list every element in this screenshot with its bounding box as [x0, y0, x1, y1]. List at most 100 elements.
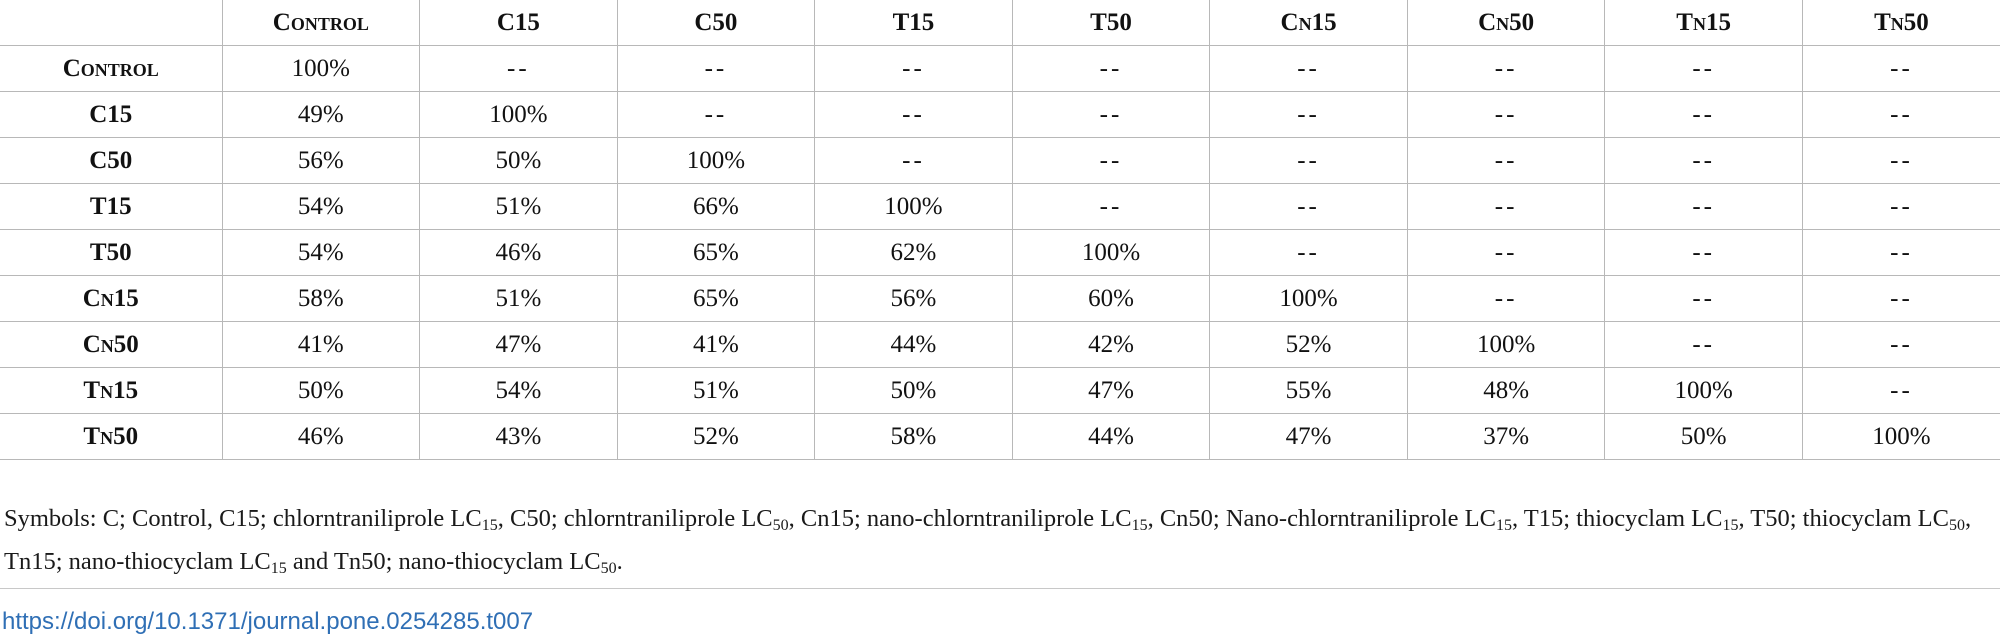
table-cell: 65% — [616, 229, 816, 276]
table-cell: 55% — [1209, 367, 1408, 414]
table-cell: -- — [1406, 183, 1606, 230]
footnote-text: , Cn15; nano-chlorntraniliprole LC — [788, 505, 1132, 532]
table-row: C50 56% 50% 100% -- -- -- -- -- -- — [0, 137, 2000, 184]
table-cell: -- — [1209, 229, 1408, 276]
table-cell: -- — [1011, 183, 1211, 230]
table-cell: -- — [1604, 229, 1803, 276]
table-row: Control 100% -- -- -- -- -- -- -- -- — [0, 45, 2000, 92]
table-cell: -- — [1604, 321, 1803, 368]
table-cell: -- — [1801, 91, 2000, 138]
table-cell: 66% — [616, 183, 816, 230]
row-header: Tn15 — [0, 367, 223, 414]
table-cell: 42% — [1011, 321, 1211, 368]
table-cell: 48% — [1406, 367, 1606, 414]
table-cell: 49% — [221, 91, 421, 138]
column-header: Cn15 — [1209, 0, 1408, 46]
row-header: Cn50 — [0, 321, 223, 368]
table-cell: -- — [1209, 45, 1408, 92]
table-cell: -- — [1801, 137, 2000, 184]
footnote-subscript: 15 — [270, 560, 287, 577]
table-cell: 51% — [616, 367, 816, 414]
table-cell: 58% — [814, 413, 1013, 460]
table-row: C15 49% 100% -- -- -- -- -- -- -- — [0, 91, 2000, 138]
table-cell: -- — [1011, 45, 1211, 92]
table-cell: -- — [1406, 137, 1606, 184]
footnote-text: , C50; chlorntraniliprole LC — [497, 505, 773, 532]
column-header: C50 — [616, 0, 816, 46]
table-cell: -- — [1209, 183, 1408, 230]
table-cell: 50% — [814, 367, 1013, 414]
table-cell: -- — [1604, 91, 1803, 138]
table-cell: 54% — [221, 229, 421, 276]
table-cell: 62% — [814, 229, 1013, 276]
table-cell: -- — [1406, 275, 1606, 322]
footnote-text: , Cn50; Nano-chlorntraniliprole LC — [1147, 505, 1496, 532]
table-footnote: Symbols: C; Control, C15; chlorntranilip… — [4, 497, 1994, 583]
column-header: T50 — [1011, 0, 1211, 46]
table-row: Tn15 50% 54% 51% 50% 47% 55% 48% 100% -- — [0, 367, 2000, 414]
table-cell: -- — [1406, 91, 1606, 138]
footnote-subscript: 50 — [600, 560, 617, 577]
table-cell: -- — [1209, 91, 1408, 138]
table-cell: -- — [1801, 229, 2000, 276]
table-cell: 65% — [616, 275, 816, 322]
table-cell: -- — [1801, 275, 2000, 322]
table-cell: 41% — [616, 321, 816, 368]
table-cell: -- — [616, 91, 816, 138]
similarity-table: Control C15 C50 T15 T50 Cn15 Cn50 Tn15 T… — [0, 0, 2000, 460]
table-cell: 47% — [1209, 413, 1408, 460]
table-cell: 50% — [221, 367, 421, 414]
table-cell: -- — [1801, 321, 2000, 368]
row-header: C50 — [0, 137, 223, 184]
header-row: Control C15 C50 T15 T50 Cn15 Cn50 Tn15 T… — [0, 0, 2000, 46]
row-header: T15 — [0, 183, 223, 230]
footnote-text: and Tn50; nano-thiocyclam LC — [286, 548, 601, 575]
table-cell: -- — [1604, 183, 1803, 230]
column-header: T15 — [814, 0, 1013, 46]
table-cell: 50% — [1604, 413, 1803, 460]
table-cell: -- — [616, 45, 816, 92]
row-header: C15 — [0, 91, 223, 138]
table-cell: -- — [1604, 137, 1803, 184]
table-cell: 100% — [1801, 413, 2000, 460]
table-cell: 100% — [616, 137, 816, 184]
table-cell: 50% — [419, 137, 618, 184]
table-cell: -- — [419, 45, 618, 92]
table-cell: 37% — [1406, 413, 1606, 460]
table-cell: 100% — [221, 45, 421, 92]
table-cell: -- — [814, 91, 1013, 138]
table-cell: 46% — [419, 229, 618, 276]
table-cell: -- — [814, 45, 1013, 92]
table-cell: 41% — [221, 321, 421, 368]
column-header: Cn50 — [1406, 0, 1606, 46]
footnote-subscript: 50 — [772, 517, 789, 534]
table-cell: 52% — [1209, 321, 1408, 368]
footnote-subscript: 50 — [1948, 517, 1965, 534]
table-cell: -- — [1801, 45, 2000, 92]
table-cell: -- — [1604, 45, 1803, 92]
table-row: Tn50 46% 43% 52% 58% 44% 47% 37% 50% 100% — [0, 413, 2000, 460]
similarity-table-container: Control C15 C50 T15 T50 Cn15 Cn50 Tn15 T… — [0, 0, 2000, 460]
divider — [0, 588, 2000, 589]
column-header: Control — [221, 0, 421, 46]
table-cell: 51% — [419, 275, 618, 322]
table-cell: -- — [1209, 137, 1408, 184]
table-cell: -- — [1801, 367, 2000, 414]
table-cell: -- — [814, 137, 1013, 184]
table-cell: -- — [1011, 137, 1211, 184]
row-header: T50 — [0, 229, 223, 276]
table-cell: 100% — [1604, 367, 1803, 414]
table-cell: -- — [1801, 183, 2000, 230]
row-header: Tn50 — [0, 413, 223, 460]
table-cell: -- — [1011, 91, 1211, 138]
table-cell: 56% — [221, 137, 421, 184]
footnote-subscript: 15 — [481, 517, 498, 534]
column-header: C15 — [419, 0, 618, 46]
doi-link[interactable]: https://doi.org/10.1371/journal.pone.025… — [2, 608, 534, 635]
table-cell: -- — [1406, 229, 1606, 276]
table-cell: -- — [1604, 275, 1803, 322]
table-row: Cn15 58% 51% 65% 56% 60% 100% -- -- -- — [0, 275, 2000, 322]
table-row: Cn50 41% 47% 41% 44% 42% 52% 100% -- -- — [0, 321, 2000, 368]
footnote-text: , Tn15; nano-thiocyclam LC — [4, 505, 1972, 575]
table-row: T15 54% 51% 66% 100% -- -- -- -- -- — [0, 183, 2000, 230]
